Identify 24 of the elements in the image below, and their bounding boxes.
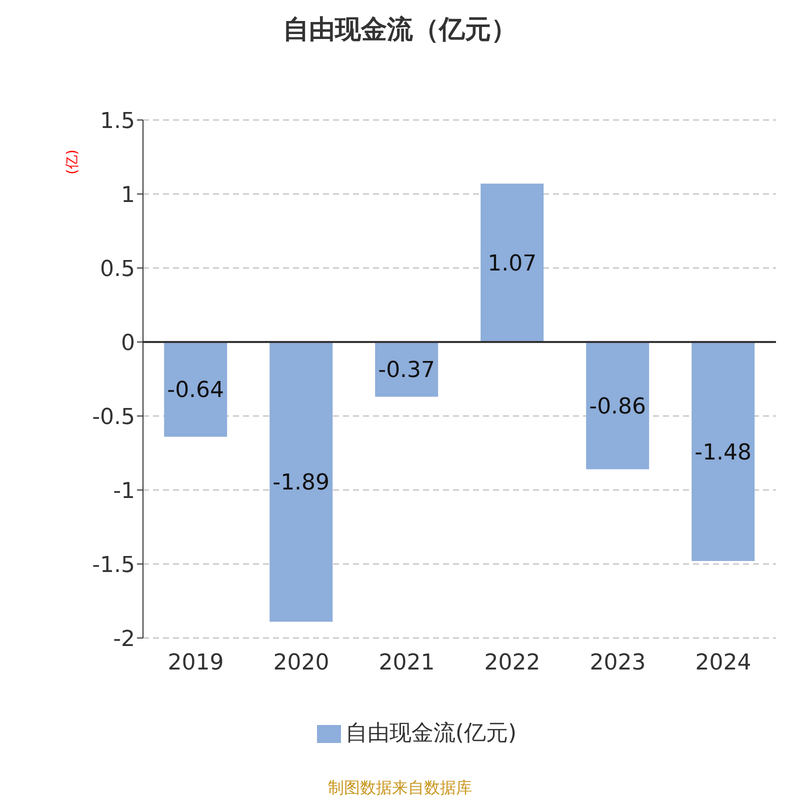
y-tick-label: -0.5 [92,404,135,430]
data-label: -0.86 [589,394,646,420]
y-tick-label: -1 [113,478,135,504]
text: 制图数据来自数据库 [327,778,473,799]
y-tick-label: 0.5 [100,256,135,282]
data-label: -1.89 [272,470,330,496]
y-tick-label: 1 [121,182,135,208]
y-tick-label: 0 [121,330,135,356]
x-tick-label: 2020 [273,650,330,676]
data-label: -1.48 [694,440,752,466]
x-tick-label: 2019 [168,650,224,676]
x-tick-label: 2023 [590,650,646,676]
y-tick-label: -1.5 [92,552,135,578]
legend-label: 自由现金流(亿元) [345,721,517,746]
data-label: 1.07 [488,252,537,277]
y-tick-label: -2 [113,626,135,652]
y-axis-title: (亿) [63,150,82,174]
x-tick-label: 2024 [695,650,752,676]
data-label: -0.64 [167,378,224,404]
x-tick-label: 2021 [378,650,435,676]
y-tick-label: 1.5 [100,108,135,134]
chart-title: 自由现金流（亿元） [282,14,518,47]
x-tick-label: 2022 [484,650,540,676]
data-label: -0.37 [378,358,436,384]
